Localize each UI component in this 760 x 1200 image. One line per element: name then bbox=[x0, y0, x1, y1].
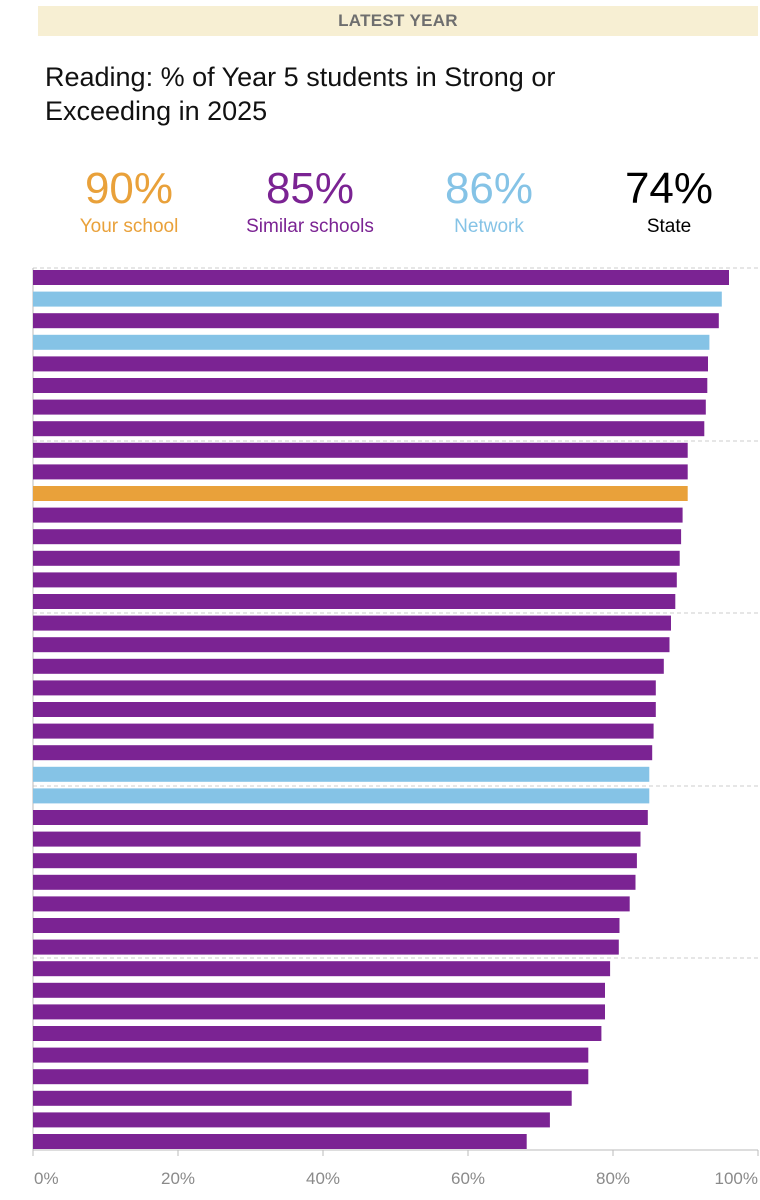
bar-similar-11 bbox=[33, 507, 683, 523]
bar-similar-5 bbox=[33, 378, 708, 393]
bar-similar-18 bbox=[33, 658, 664, 674]
bar-similar-2 bbox=[33, 313, 719, 329]
bar-similar-14 bbox=[33, 572, 677, 588]
bar-similar-28 bbox=[33, 874, 636, 890]
kpi-network-label: Network bbox=[454, 216, 524, 237]
bar-similar-12 bbox=[33, 529, 682, 545]
x-tick-label-3: 60% bbox=[451, 1169, 485, 1188]
bar-network-24 bbox=[33, 788, 650, 804]
bar-network-23 bbox=[33, 766, 650, 782]
bar-similar-40 bbox=[33, 1134, 527, 1149]
kpi-state[interactable]: 74% State bbox=[569, 165, 760, 239]
bar-similar-30 bbox=[33, 918, 620, 933]
kpi-similar-schools[interactable]: 85% Similar schools bbox=[210, 165, 410, 239]
kpi-similar-schools-label: Similar schools bbox=[246, 216, 374, 237]
bar-similar-17 bbox=[33, 637, 670, 653]
bar-similar-8 bbox=[33, 442, 688, 458]
bar-similar-35 bbox=[33, 1026, 602, 1041]
bar-network-3 bbox=[33, 334, 710, 350]
bar-similar-37 bbox=[33, 1069, 589, 1085]
bar-similar-20 bbox=[33, 702, 656, 717]
kpi-summary: 90% Your school 85% Similar schools 86% … bbox=[0, 165, 760, 245]
bar-similar-31 bbox=[33, 939, 619, 955]
bar-similar-7 bbox=[33, 421, 705, 437]
kpi-network-value: 86% bbox=[444, 164, 534, 213]
bar-similar-32 bbox=[33, 961, 611, 977]
kpi-your-school-value: 90% bbox=[84, 164, 174, 213]
bar-similar-29 bbox=[33, 896, 630, 912]
bar-similar-15 bbox=[33, 594, 676, 609]
kpi-network[interactable]: 86% Network bbox=[389, 165, 589, 239]
bar-school-10 bbox=[33, 486, 688, 501]
kpi-similar-schools-value: 85% bbox=[265, 164, 355, 213]
x-tick-label-5: 100% bbox=[715, 1169, 758, 1188]
kpi-state-label: State bbox=[646, 216, 692, 237]
bar-similar-4 bbox=[33, 356, 708, 372]
bar-similar-9 bbox=[33, 464, 688, 480]
bar-similar-0 bbox=[33, 270, 729, 285]
x-tick-label-0: 0% bbox=[34, 1169, 59, 1188]
bar-similar-19 bbox=[33, 680, 656, 696]
bar-similar-34 bbox=[33, 1004, 605, 1020]
bar-similar-33 bbox=[33, 982, 605, 998]
bar-network-1 bbox=[33, 291, 722, 307]
bar-similar-13 bbox=[33, 550, 680, 566]
bar-similar-39 bbox=[33, 1112, 550, 1128]
x-tick-label-1: 20% bbox=[161, 1169, 195, 1188]
latest-year-banner: LATEST YEAR bbox=[38, 6, 758, 36]
bar-similar-38 bbox=[33, 1090, 572, 1106]
bar-similar-21 bbox=[33, 723, 654, 739]
bar-similar-6 bbox=[33, 399, 706, 415]
x-tick-label-4: 80% bbox=[596, 1169, 630, 1188]
kpi-state-value: 74% bbox=[624, 164, 714, 213]
bar-similar-27 bbox=[33, 853, 637, 869]
bar-similar-16 bbox=[33, 615, 671, 631]
bar-similar-36 bbox=[33, 1047, 589, 1063]
bar-similar-26 bbox=[33, 831, 641, 847]
kpi-your-school-label: Your school bbox=[79, 216, 179, 237]
chart-title: Reading: % of Year 5 students in Strong … bbox=[45, 62, 556, 126]
x-tick-label-2: 40% bbox=[306, 1169, 340, 1188]
kpi-your-school[interactable]: 90% Your school bbox=[29, 165, 229, 239]
bar-similar-22 bbox=[33, 745, 653, 761]
bar-similar-25 bbox=[33, 810, 648, 825]
